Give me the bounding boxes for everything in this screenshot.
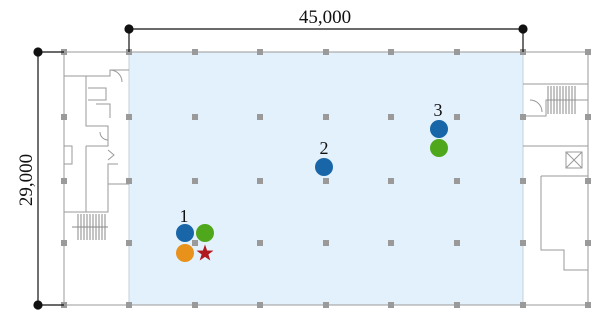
column (388, 49, 394, 55)
green-marker (430, 139, 448, 157)
height-dimension (33, 47, 64, 310)
column (454, 240, 460, 246)
column (323, 240, 329, 246)
column (192, 114, 198, 120)
right-stair (547, 86, 576, 114)
blue-marker (176, 224, 194, 242)
column (257, 178, 263, 184)
column (454, 302, 460, 308)
column (323, 178, 329, 184)
column (192, 178, 198, 184)
column (192, 302, 198, 308)
column (126, 178, 132, 184)
column (126, 240, 132, 246)
structural-columns (61, 49, 591, 308)
height-dimension-label: 29,000 (16, 154, 37, 206)
column (61, 114, 67, 120)
column (257, 302, 263, 308)
column (520, 240, 526, 246)
column (585, 302, 591, 308)
blue-marker (430, 120, 448, 138)
width-dimension (124, 24, 528, 52)
left-service-core (63, 52, 129, 305)
column (323, 114, 329, 120)
blue-marker (315, 158, 333, 176)
right-service-core (523, 83, 588, 271)
column (454, 49, 460, 55)
column (520, 114, 526, 120)
column (520, 302, 526, 308)
marker-group-1: 1 (176, 206, 214, 262)
column (323, 302, 329, 308)
column (192, 240, 198, 246)
orange-marker (176, 244, 194, 262)
column (454, 114, 460, 120)
marker-group-label: 2 (320, 138, 329, 158)
column (192, 49, 198, 55)
column (61, 178, 67, 184)
column (257, 240, 263, 246)
column (126, 302, 132, 308)
column (388, 302, 394, 308)
column (257, 114, 263, 120)
marker-group-label: 1 (180, 206, 189, 226)
column (126, 114, 132, 120)
column (585, 114, 591, 120)
column (388, 178, 394, 184)
green-marker (196, 224, 214, 242)
column (388, 240, 394, 246)
column (585, 240, 591, 246)
measurement-markers: 1 2 3 (176, 100, 448, 262)
column (61, 240, 67, 246)
column (323, 49, 329, 55)
column (388, 114, 394, 120)
marker-group-label: 3 (434, 100, 443, 120)
column (585, 49, 591, 55)
column (454, 178, 460, 184)
column (520, 178, 526, 184)
left-stair (72, 214, 108, 240)
column (257, 49, 263, 55)
star-marker (196, 244, 214, 261)
marker-group-2: 2 (315, 138, 333, 176)
column (585, 178, 591, 184)
marker-group-3: 3 (430, 100, 448, 157)
width-dimension-label: 45,000 (299, 7, 351, 28)
